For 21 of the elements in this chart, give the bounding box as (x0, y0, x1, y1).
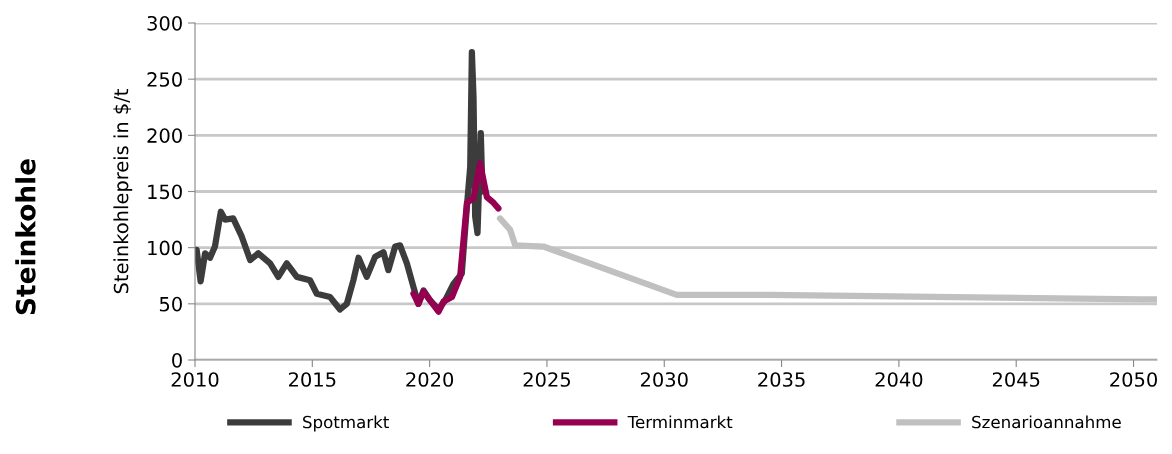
x-tick-label: 2010 (171, 372, 219, 387)
legend-label: Spotmarkt (303, 415, 389, 432)
x-tick-label: 2050 (1110, 372, 1157, 387)
legend-label: Terminmarkt (627, 415, 733, 429)
y-tick-label: 100 (148, 240, 182, 256)
legend-label: Szenarioannahme (972, 415, 1121, 429)
x-tick-label: 2040 (875, 372, 923, 387)
text: Steinkohle (15, 159, 36, 315)
y-tick-label: 200 (147, 128, 182, 143)
y-tick-label: 250 (147, 72, 182, 87)
y-tick-label: 50 (159, 296, 182, 312)
x-tick-label: 2045 (992, 372, 1040, 387)
y-tick-label: 0 (172, 352, 182, 368)
x-tick-label: 2035 (758, 372, 805, 387)
x-tick-label: 2015 (289, 372, 336, 387)
y-axis-title: Steinkohlepreis in $/t (113, 89, 133, 294)
x-tick-label: 2020 (406, 372, 454, 387)
x-tick-label: 2030 (640, 372, 688, 387)
y-tick-label: 300 (147, 15, 182, 31)
x-tick-label: 2025 (523, 372, 570, 387)
y-tick-label: 150 (148, 184, 182, 200)
